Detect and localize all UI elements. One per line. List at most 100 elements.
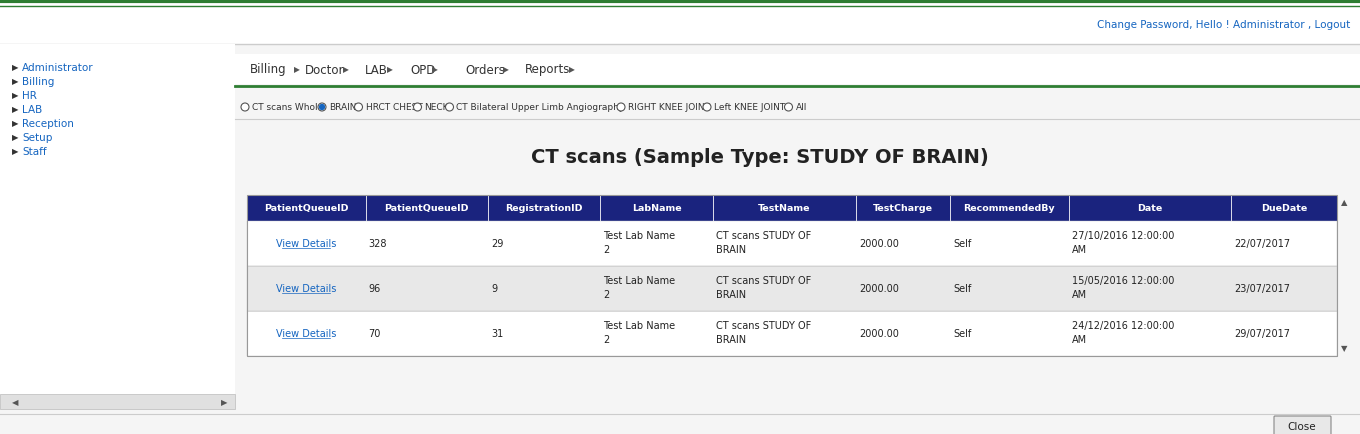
Text: Left KNEE JOINT: Left KNEE JOINT: [714, 103, 785, 112]
Text: Doctor: Doctor: [305, 63, 344, 76]
Text: ▶: ▶: [12, 147, 19, 156]
Text: 29/07/2017: 29/07/2017: [1234, 329, 1289, 339]
FancyBboxPatch shape: [366, 196, 488, 221]
Text: Test Lab Name: Test Lab Name: [604, 230, 676, 240]
Text: 96: 96: [369, 284, 381, 294]
FancyBboxPatch shape: [0, 45, 235, 404]
Text: HR: HR: [22, 91, 37, 101]
Text: LAB: LAB: [22, 105, 42, 115]
Text: Orders: Orders: [465, 63, 505, 76]
Text: ▶: ▶: [12, 105, 19, 114]
Text: HRCT CHEST: HRCT CHEST: [366, 103, 422, 112]
Circle shape: [785, 104, 793, 112]
Text: OPD: OPD: [409, 63, 435, 76]
FancyBboxPatch shape: [0, 394, 235, 409]
Text: AM: AM: [1072, 289, 1087, 299]
Text: CT scans Whole: CT scans Whole: [252, 103, 324, 112]
Text: View Details: View Details: [276, 284, 336, 294]
Text: ▶: ▶: [12, 119, 19, 128]
Text: ▶: ▶: [431, 66, 438, 74]
Text: 2: 2: [604, 334, 609, 344]
Text: Administrator: Administrator: [22, 63, 94, 73]
Text: 2: 2: [604, 289, 609, 299]
Circle shape: [318, 104, 326, 112]
Text: Test Lab Name: Test Lab Name: [604, 275, 676, 285]
Text: LabName: LabName: [631, 204, 681, 213]
Text: Change Password, Hello ! Administrator , Logout: Change Password, Hello ! Administrator ,…: [1096, 20, 1350, 30]
Text: Self: Self: [953, 239, 971, 249]
Text: CT scans STUDY OF: CT scans STUDY OF: [715, 320, 811, 330]
Text: BRAIN: BRAIN: [715, 289, 745, 299]
Text: CT Bilateral Upper Limb Angiography: CT Bilateral Upper Limb Angiography: [457, 103, 624, 112]
Text: View Details: View Details: [276, 329, 336, 339]
Text: Test Lab Name: Test Lab Name: [604, 320, 676, 330]
Text: BRAIN: BRAIN: [329, 103, 356, 112]
Text: 22/07/2017: 22/07/2017: [1234, 239, 1291, 249]
FancyBboxPatch shape: [248, 196, 366, 221]
Text: DueDate: DueDate: [1261, 204, 1307, 213]
Text: BRAIN: BRAIN: [715, 334, 745, 344]
Circle shape: [617, 104, 626, 112]
Text: ▶: ▶: [568, 66, 574, 74]
Text: All: All: [796, 103, 806, 112]
FancyBboxPatch shape: [248, 221, 1337, 266]
Text: LAB: LAB: [364, 63, 388, 76]
Text: ▶: ▶: [294, 66, 299, 74]
Text: AM: AM: [1072, 334, 1087, 344]
FancyBboxPatch shape: [248, 266, 1337, 311]
Text: 328: 328: [369, 239, 388, 249]
Text: Billing: Billing: [22, 77, 54, 87]
Text: Self: Self: [953, 284, 971, 294]
Text: AM: AM: [1072, 244, 1087, 254]
Circle shape: [241, 104, 249, 112]
FancyBboxPatch shape: [1274, 416, 1331, 434]
Text: ▶: ▶: [12, 77, 19, 86]
Text: ▶: ▶: [12, 63, 19, 72]
FancyBboxPatch shape: [0, 0, 1360, 45]
Text: ▼: ▼: [1341, 344, 1348, 353]
Text: ▶: ▶: [220, 398, 227, 407]
Text: 2000.00: 2000.00: [860, 284, 899, 294]
Text: ▶: ▶: [503, 66, 509, 74]
Text: Reception: Reception: [22, 119, 73, 129]
Text: ▲: ▲: [1341, 198, 1348, 207]
Text: ◀: ◀: [12, 398, 19, 407]
Circle shape: [703, 104, 711, 112]
Text: 15/05/2016 12:00:00: 15/05/2016 12:00:00: [1072, 275, 1174, 285]
Text: Reports: Reports: [525, 63, 570, 76]
Text: Staff: Staff: [22, 147, 46, 157]
Text: 2000.00: 2000.00: [860, 329, 899, 339]
FancyBboxPatch shape: [600, 196, 713, 221]
Text: RIGHT KNEE JOINT: RIGHT KNEE JOINT: [628, 103, 710, 112]
Text: Date: Date: [1137, 204, 1163, 213]
Text: 2: 2: [604, 244, 609, 254]
Text: CT scans (Sample Type: STUDY OF BRAIN): CT scans (Sample Type: STUDY OF BRAIN): [532, 148, 989, 167]
Text: ▶: ▶: [386, 66, 393, 74]
Circle shape: [320, 105, 325, 110]
Text: 23/07/2017: 23/07/2017: [1234, 284, 1289, 294]
Text: ▶: ▶: [12, 133, 19, 142]
Text: PatientQueueID: PatientQueueID: [385, 204, 469, 213]
FancyBboxPatch shape: [713, 196, 857, 221]
Text: TestCharge: TestCharge: [873, 204, 933, 213]
Text: Self: Self: [953, 329, 971, 339]
Text: 9: 9: [491, 284, 498, 294]
Text: RecommendedBy: RecommendedBy: [963, 204, 1055, 213]
Text: ▶: ▶: [343, 66, 350, 74]
Text: 2000.00: 2000.00: [860, 239, 899, 249]
Circle shape: [355, 104, 363, 112]
Text: Close: Close: [1288, 421, 1316, 431]
Text: TestName: TestName: [759, 204, 811, 213]
Circle shape: [413, 104, 422, 112]
FancyBboxPatch shape: [857, 196, 949, 221]
FancyBboxPatch shape: [949, 196, 1069, 221]
FancyBboxPatch shape: [0, 45, 1360, 434]
FancyBboxPatch shape: [235, 55, 1360, 85]
Text: RegistrationID: RegistrationID: [506, 204, 583, 213]
Circle shape: [446, 104, 453, 112]
Text: Setup: Setup: [22, 133, 53, 143]
Text: NECK: NECK: [424, 103, 449, 112]
Text: CT scans STUDY OF: CT scans STUDY OF: [715, 275, 811, 285]
Text: 27/10/2016 12:00:00: 27/10/2016 12:00:00: [1072, 230, 1174, 240]
Text: CT scans STUDY OF: CT scans STUDY OF: [715, 230, 811, 240]
